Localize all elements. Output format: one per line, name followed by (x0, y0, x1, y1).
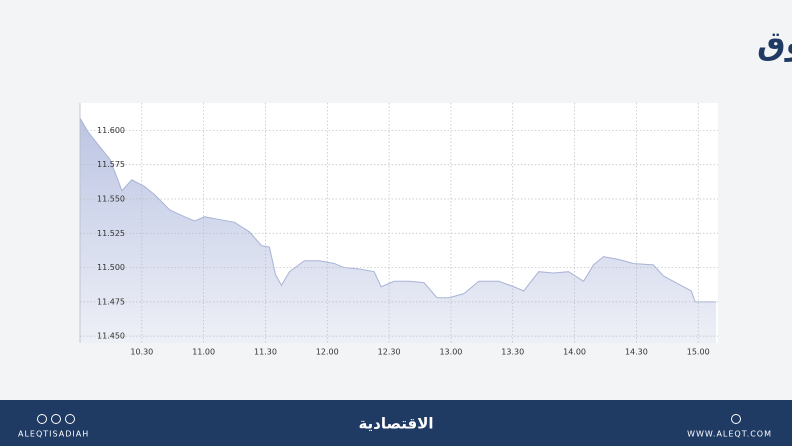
x-tick-label: 12.30 (378, 348, 401, 357)
footer-website: WWW.ALEQT.COM (687, 430, 772, 439)
y-tick-label: 11.475 (97, 297, 125, 306)
chart-title: مؤشر السوق (757, 24, 792, 62)
x-tick-label: 11.30 (254, 348, 277, 357)
social-icons (37, 414, 741, 424)
x-tick-label: 13.30 (501, 348, 524, 357)
y-tick-label: 11.450 (97, 332, 125, 341)
footer-logo: الاقتصادية (358, 415, 433, 433)
x-tick-label: 15.00 (687, 348, 710, 357)
y-tick-label: 11.525 (97, 229, 125, 238)
x-tick-label: 14.00 (563, 348, 586, 357)
x-tick-label: 14.30 (625, 348, 648, 357)
y-tick-label: 11.550 (97, 195, 125, 204)
y-tick-label: 11.600 (97, 126, 125, 135)
x-tick-label: 12.00 (316, 348, 339, 357)
footer-social: ALEQTISADIAH (18, 430, 89, 439)
x-tick-label: 13.00 (439, 348, 462, 357)
x-tick-label: 10.30 (130, 348, 153, 357)
footer-bar (0, 400, 792, 446)
area-fill (80, 118, 717, 343)
y-tick-label: 11.500 (97, 263, 125, 272)
y-tick-label: 11.575 (97, 160, 125, 169)
x-tick-label: 11.00 (192, 348, 215, 357)
area-line (79, 117, 717, 303)
